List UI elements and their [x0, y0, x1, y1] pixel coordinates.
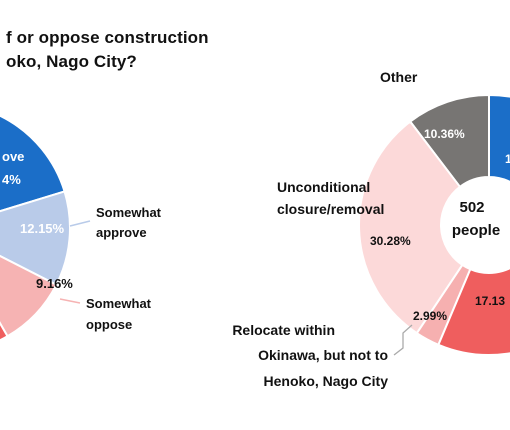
outer-label-somewhat-oppose-1: Somewhat	[86, 296, 152, 311]
outer-label-other: Other	[380, 69, 418, 85]
donut-slice-red	[437, 266, 510, 356]
donut-slice-unconditional-closure	[358, 120, 464, 335]
donut-slice-other	[408, 93, 490, 189]
outer-label-closure-2: closure/removal	[277, 201, 384, 217]
slice-pct-blue: 1	[505, 152, 510, 166]
pie-slice-approve	[0, 114, 66, 213]
question-title-line-2: oko, Nago City?	[6, 52, 137, 71]
slice-pct-approve: 4%	[2, 172, 21, 187]
right-donut: 502 people 1 10.36% 30.28% 2.99% 17.13 O…	[232, 69, 510, 389]
left-pie: ove 4% 12.15% 9.16% Somewhat approve Som…	[0, 114, 162, 342]
outer-label-somewhat-oppose-2: oppose	[86, 317, 132, 332]
slice-pct-relocate: 2.99%	[413, 309, 447, 323]
outer-label-closure-1: Unconditional	[277, 179, 370, 195]
pie-slice-oppose	[0, 321, 9, 342]
outer-label-somewhat-approve-1: Somewhat	[96, 205, 162, 220]
leader-line-somewhat-oppose	[59, 298, 81, 304]
outer-label-relocate-1: Relocate within	[232, 322, 335, 338]
pie-slice-somewhat-approve	[0, 190, 71, 287]
slice-pct-red: 17.13	[475, 294, 505, 308]
donut-center-count: 502	[459, 199, 484, 216]
leader-line-relocate	[393, 324, 413, 356]
donut-slice-blue	[488, 93, 510, 183]
outer-label-relocate-3: Henoko, Nago City	[264, 373, 389, 389]
question-title-line-1: f or oppose construction	[6, 28, 209, 47]
leader-line-somewhat-approve	[69, 220, 91, 227]
slice-label-approve: ove	[2, 149, 24, 164]
donut-center-unit: people	[452, 222, 500, 239]
slice-pct-somewhat-oppose: 9.16%	[36, 276, 73, 291]
slice-pct-somewhat-approve: 12.15%	[20, 221, 65, 236]
outer-label-relocate-2: Okinawa, but not to	[258, 347, 388, 363]
slice-pct-unconditional-closure: 30.28%	[370, 234, 411, 248]
slice-pct-other: 10.36%	[424, 127, 465, 141]
outer-label-somewhat-approve-2: approve	[96, 225, 147, 240]
